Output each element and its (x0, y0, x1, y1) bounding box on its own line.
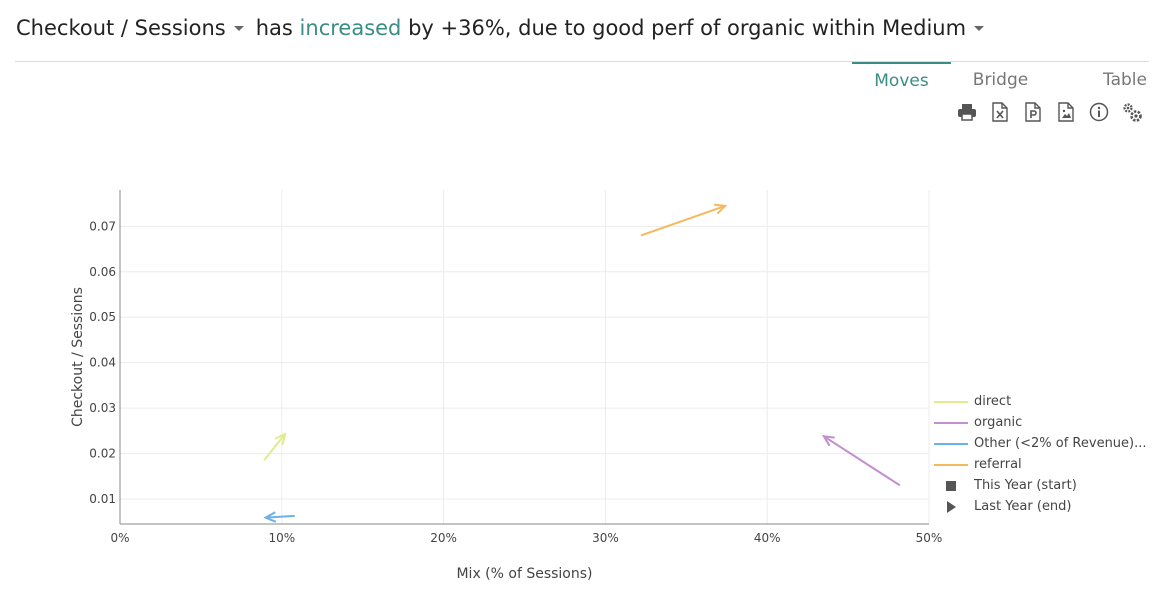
powerpoint-icon[interactable] (1021, 101, 1045, 123)
x-tick-label: 0% (110, 531, 129, 545)
legend-label: Other (<2% of Revenue)... (974, 436, 1147, 451)
tab-label: Moves (874, 71, 929, 91)
legend-label: This Year (start) (974, 478, 1077, 493)
legend-item-direct[interactable]: direct (934, 391, 1147, 412)
legend-label: organic (974, 415, 1023, 430)
settings-icon[interactable] (1120, 101, 1144, 123)
legend-item-organic[interactable]: organic (934, 412, 1147, 433)
dimension-label: Medium (882, 16, 967, 40)
legend-label: Last Year (end) (974, 499, 1072, 514)
legend-label: direct (974, 394, 1012, 409)
x-axis-title: Mix (% of Sessions) (456, 566, 592, 582)
y-axis-title: Checkout / Sessions (70, 287, 86, 427)
y-tick-label: 0.01 (89, 492, 116, 506)
move-arrow-head (263, 511, 277, 523)
direct-swatch (934, 400, 968, 403)
legend-item-other[interactable]: Other (<2% of Revenue)... (934, 433, 1147, 454)
move-arrow-head (714, 203, 728, 215)
x-tick-label: 30% (592, 531, 619, 545)
y-tick-label: 0.02 (89, 447, 116, 461)
direction-text: increased (299, 16, 402, 40)
chevron-down-icon (233, 25, 244, 31)
y-tick-label: 0.05 (89, 310, 116, 324)
organic-swatch (934, 421, 968, 424)
legend-item-last-year[interactable]: Last Year (end) (934, 496, 1147, 517)
dimension-selector[interactable]: Medium (882, 16, 985, 40)
header-divider (15, 61, 1149, 62)
tab-label: Table (1103, 70, 1147, 90)
print-icon[interactable] (955, 101, 979, 123)
tab-table[interactable]: Table (1050, 62, 1160, 98)
y-tick-label: 0.03 (89, 401, 116, 415)
move-arrow-line (263, 433, 286, 462)
export-toolbar (955, 101, 1144, 123)
triangle-marker-icon (934, 500, 968, 513)
legend-item-this-year[interactable]: This Year (start) (934, 475, 1147, 496)
metric-selector[interactable]: Checkout / Sessions (16, 16, 256, 40)
square-marker-icon (934, 480, 968, 491)
move-arrow-line (640, 204, 726, 237)
chevron-down-icon (974, 25, 985, 31)
image-icon[interactable] (1054, 101, 1078, 123)
has-text: has (255, 16, 293, 40)
x-tick-label: 40% (754, 531, 781, 545)
y-tick-label: 0.06 (89, 265, 116, 279)
move-arrow-head (821, 435, 835, 447)
tab-moves[interactable]: Moves (852, 62, 951, 98)
info-icon[interactable] (1087, 101, 1111, 123)
x-tick-label: 10% (268, 531, 295, 545)
move-arrow-head (274, 432, 287, 445)
x-tick-label: 20% (430, 531, 457, 545)
headline: Checkout / Sessions has increased by +36… (16, 12, 985, 44)
move-arrow-line (823, 435, 901, 487)
move-arrow-line (265, 514, 295, 519)
y-tick-label: 0.04 (89, 356, 116, 370)
tab-bridge[interactable]: Bridge (951, 62, 1050, 98)
chart-legend: direct organic Other (<2% of Revenue)...… (934, 391, 1147, 517)
referral-swatch (934, 463, 968, 466)
view-tabs: Moves Bridge Table (852, 62, 1160, 98)
legend-item-referral[interactable]: referral (934, 454, 1147, 475)
x-tick-label: 50% (916, 531, 943, 545)
change-text: by +36%, due to good perf of organic wit… (408, 16, 876, 40)
other-swatch (934, 442, 968, 445)
tab-label: Bridge (972, 70, 1029, 90)
excel-icon[interactable] (988, 101, 1012, 123)
metric-label: Checkout / Sessions (16, 16, 226, 40)
legend-label: referral (974, 457, 1022, 472)
y-tick-label: 0.07 (89, 219, 116, 233)
